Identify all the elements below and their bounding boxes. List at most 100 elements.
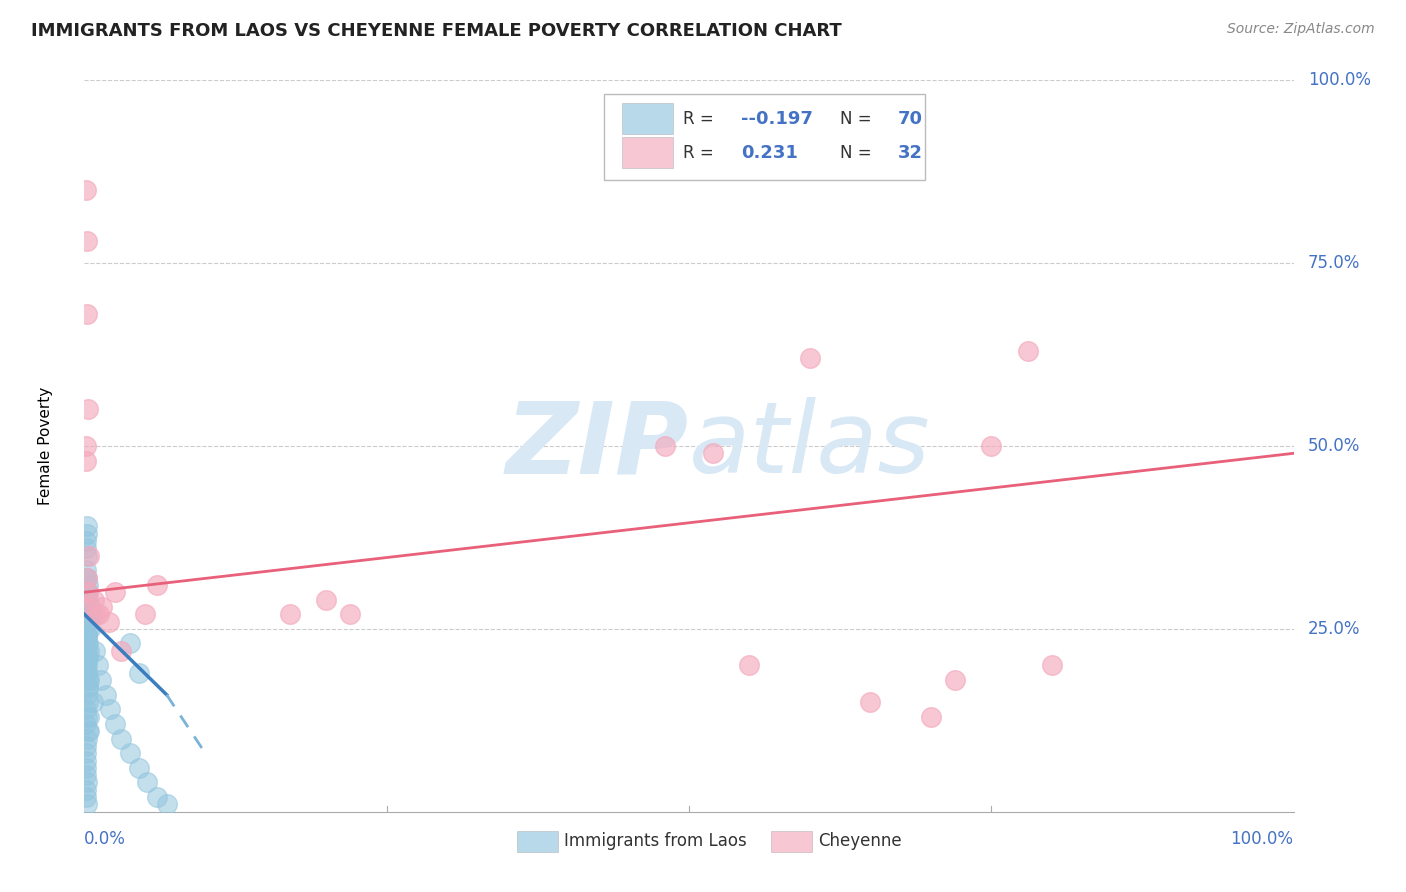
Point — [76, 775, 98, 789]
Point — [75, 754, 97, 768]
Point — [94, 688, 117, 702]
Point — [77, 651, 100, 665]
Point — [943, 673, 966, 687]
Point — [77, 592, 100, 607]
Point — [76, 585, 98, 599]
Point — [79, 599, 101, 614]
Point — [278, 607, 301, 622]
Point — [104, 585, 127, 599]
FancyBboxPatch shape — [623, 103, 673, 134]
FancyBboxPatch shape — [517, 830, 558, 852]
Text: N =: N = — [841, 145, 877, 162]
Point — [76, 731, 98, 746]
Text: N =: N = — [841, 110, 877, 128]
Point — [76, 234, 98, 248]
Point — [76, 651, 98, 665]
Text: 32: 32 — [898, 145, 924, 162]
Point — [75, 439, 97, 453]
Point — [110, 731, 132, 746]
Point — [77, 644, 100, 658]
Point — [86, 607, 108, 622]
Point — [77, 402, 100, 417]
Point — [76, 665, 98, 680]
Point — [75, 541, 97, 556]
Text: R =: R = — [683, 110, 718, 128]
Point — [97, 615, 120, 629]
Point — [91, 599, 114, 614]
Point — [146, 578, 169, 592]
Point — [76, 549, 98, 563]
Point — [77, 578, 100, 592]
Text: ZIP: ZIP — [506, 398, 689, 494]
Point — [75, 782, 97, 797]
Point — [75, 534, 97, 549]
Point — [738, 658, 761, 673]
Point — [76, 709, 98, 723]
Text: R =: R = — [683, 145, 724, 162]
Point — [120, 746, 142, 760]
FancyBboxPatch shape — [605, 95, 925, 180]
Point — [77, 673, 100, 687]
Point — [86, 658, 108, 673]
Point — [1040, 658, 1063, 673]
Point — [859, 695, 882, 709]
Point — [76, 644, 98, 658]
Text: 75.0%: 75.0% — [1308, 254, 1361, 272]
Point — [146, 790, 169, 805]
Point — [77, 615, 100, 629]
Point — [77, 549, 100, 563]
Point — [128, 665, 150, 680]
Point — [75, 615, 97, 629]
Point — [76, 658, 98, 673]
Point — [75, 768, 97, 782]
Point — [75, 183, 97, 197]
Point — [77, 709, 100, 723]
Point — [980, 439, 1002, 453]
FancyBboxPatch shape — [770, 830, 813, 852]
Point — [77, 724, 100, 739]
Point — [128, 761, 150, 775]
Point — [87, 607, 110, 622]
Point — [339, 607, 361, 622]
Point — [799, 351, 821, 366]
Point — [75, 717, 97, 731]
Point — [1017, 343, 1039, 358]
Point — [84, 644, 107, 658]
Point — [77, 673, 100, 687]
Text: 50.0%: 50.0% — [1308, 437, 1361, 455]
Point — [110, 644, 132, 658]
Point — [76, 629, 98, 643]
Point — [75, 592, 97, 607]
Point — [79, 622, 101, 636]
Text: 0.0%: 0.0% — [84, 830, 127, 848]
Text: atlas: atlas — [689, 398, 931, 494]
Point — [76, 797, 98, 812]
Point — [76, 571, 98, 585]
Text: 100.0%: 100.0% — [1230, 830, 1294, 848]
Point — [654, 439, 676, 453]
Text: Cheyenne: Cheyenne — [818, 832, 901, 850]
Point — [75, 761, 97, 775]
Point — [77, 585, 100, 599]
Point — [76, 629, 98, 643]
Point — [104, 717, 127, 731]
Point — [76, 688, 98, 702]
Point — [155, 797, 177, 812]
Point — [75, 739, 97, 753]
Point — [136, 775, 159, 789]
Point — [98, 702, 121, 716]
Point — [76, 519, 98, 533]
Point — [120, 636, 142, 650]
Point — [77, 681, 100, 695]
Point — [77, 622, 100, 636]
Point — [80, 607, 103, 622]
Point — [315, 592, 337, 607]
Point — [75, 571, 97, 585]
Text: 70: 70 — [898, 110, 924, 128]
Point — [77, 724, 100, 739]
Point — [75, 599, 97, 614]
FancyBboxPatch shape — [623, 137, 673, 168]
Text: Female Poverty: Female Poverty — [38, 387, 53, 505]
Point — [75, 746, 97, 760]
Text: --0.197: --0.197 — [741, 110, 813, 128]
